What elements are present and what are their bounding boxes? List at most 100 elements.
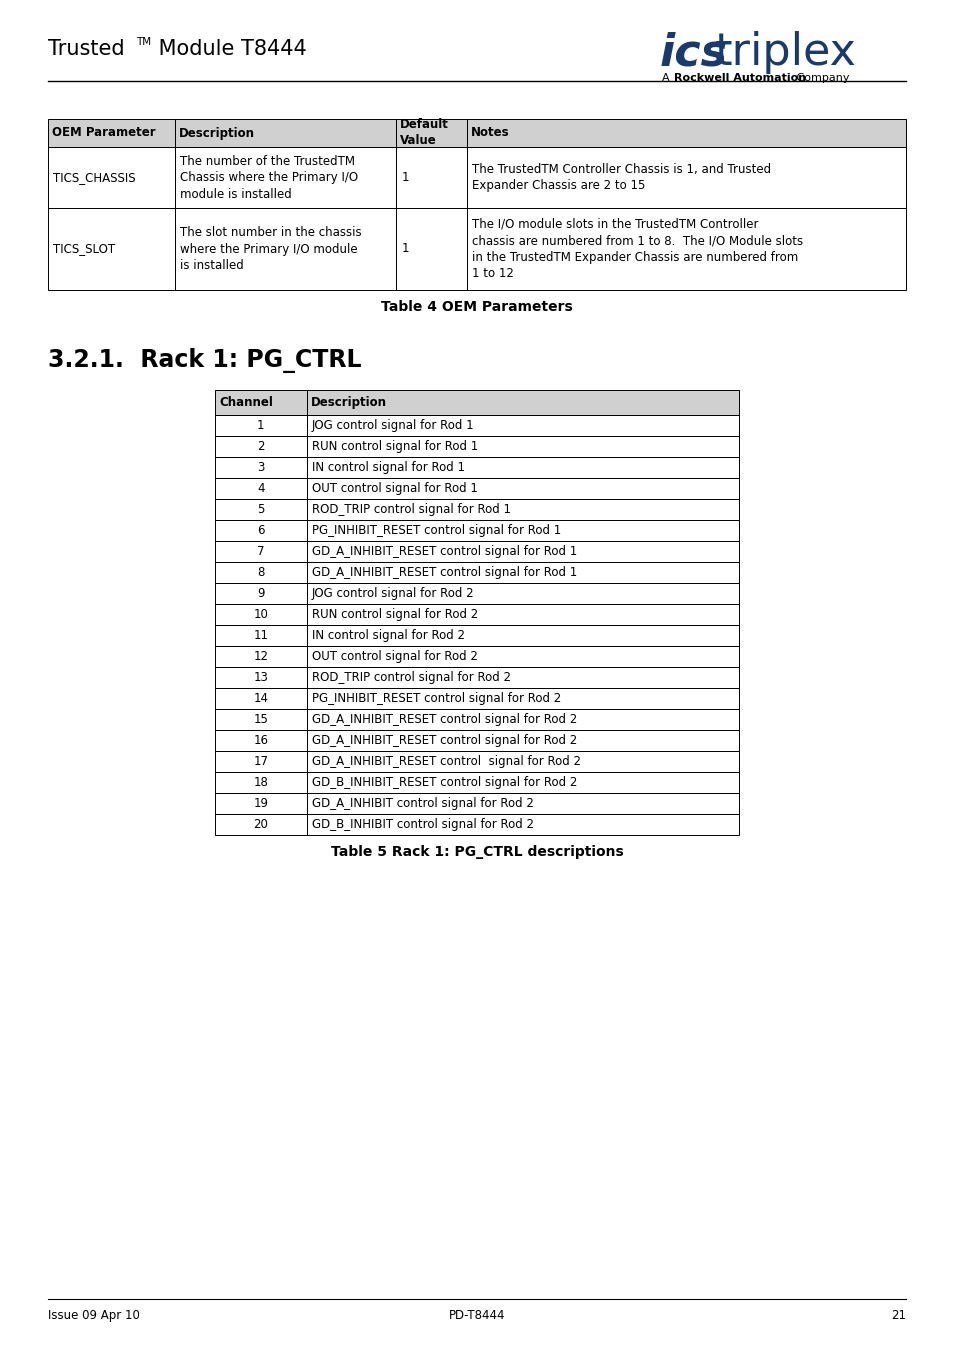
Text: 1: 1 xyxy=(401,242,409,255)
Text: ics: ics xyxy=(659,31,727,74)
Text: ROD_TRIP control signal for Rod 1: ROD_TRIP control signal for Rod 1 xyxy=(312,503,510,516)
Bar xyxy=(306,457,739,478)
Text: 4: 4 xyxy=(256,482,264,494)
Text: The slot number in the chassis
where the Primary I/O module
is installed: The slot number in the chassis where the… xyxy=(180,226,361,272)
Text: GD_B_INHIBIT control signal for Rod 2: GD_B_INHIBIT control signal for Rod 2 xyxy=(312,817,533,831)
Bar xyxy=(214,415,306,436)
Text: Module T8444: Module T8444 xyxy=(152,39,307,59)
Text: 14: 14 xyxy=(253,692,268,705)
Bar xyxy=(48,119,174,147)
Text: Rockwell Automation: Rockwell Automation xyxy=(673,73,805,82)
Bar xyxy=(214,478,306,499)
Text: JOG control signal for Rod 2: JOG control signal for Rod 2 xyxy=(312,586,474,600)
Bar xyxy=(306,646,739,667)
Bar xyxy=(306,730,739,751)
Bar xyxy=(306,813,739,835)
Bar xyxy=(306,415,739,436)
Bar xyxy=(214,667,306,688)
Bar xyxy=(48,147,174,208)
Bar xyxy=(395,119,466,147)
Bar xyxy=(466,208,905,290)
Text: 1: 1 xyxy=(256,419,264,432)
Text: 5: 5 xyxy=(257,503,264,516)
Text: 13: 13 xyxy=(253,671,268,684)
Text: 8: 8 xyxy=(257,566,264,578)
Text: GD_B_INHIBIT_RESET control signal for Rod 2: GD_B_INHIBIT_RESET control signal for Ro… xyxy=(312,775,577,789)
Text: GD_A_INHIBIT_RESET control signal for Rod 1: GD_A_INHIBIT_RESET control signal for Ro… xyxy=(312,544,577,558)
Text: GD_A_INHIBIT_RESET control signal for Rod 1: GD_A_INHIBIT_RESET control signal for Ro… xyxy=(312,566,577,578)
Bar xyxy=(174,208,395,290)
Bar xyxy=(306,562,739,582)
Text: TICS_CHASSIS: TICS_CHASSIS xyxy=(53,172,135,184)
Bar xyxy=(395,208,466,290)
Text: PG_INHIBIT_RESET control signal for Rod 2: PG_INHIBIT_RESET control signal for Rod … xyxy=(312,692,560,705)
Text: 9: 9 xyxy=(256,586,264,600)
Bar xyxy=(214,688,306,709)
Bar xyxy=(214,457,306,478)
Bar xyxy=(306,390,739,415)
Bar xyxy=(214,582,306,604)
Bar xyxy=(466,119,905,147)
Text: GD_A_INHIBIT control signal for Rod 2: GD_A_INHIBIT control signal for Rod 2 xyxy=(312,797,533,809)
Text: 19: 19 xyxy=(253,797,268,809)
Bar xyxy=(306,520,739,540)
Text: GD_A_INHIBIT_RESET control signal for Rod 2: GD_A_INHIBIT_RESET control signal for Ro… xyxy=(312,734,577,747)
Text: 3: 3 xyxy=(257,461,264,474)
Text: 10: 10 xyxy=(253,608,268,621)
Bar xyxy=(306,582,739,604)
Bar xyxy=(214,499,306,520)
Text: RUN control signal for Rod 1: RUN control signal for Rod 1 xyxy=(312,440,477,453)
Text: Channel: Channel xyxy=(219,396,273,409)
Text: PG_INHIBIT_RESET control signal for Rod 1: PG_INHIBIT_RESET control signal for Rod … xyxy=(312,524,560,536)
Text: 3.2.1.  Rack 1: PG_CTRL: 3.2.1. Rack 1: PG_CTRL xyxy=(48,347,361,373)
Bar xyxy=(214,624,306,646)
Text: The I/O module slots in the TrustedTM Controller
chassis are numbered from 1 to : The I/O module slots in the TrustedTM Co… xyxy=(471,218,802,280)
Bar xyxy=(306,667,739,688)
Text: Table 5 Rack 1: PG_CTRL descriptions: Table 5 Rack 1: PG_CTRL descriptions xyxy=(331,844,622,859)
Bar xyxy=(306,688,739,709)
Bar xyxy=(395,147,466,208)
Bar xyxy=(214,813,306,835)
Bar xyxy=(214,793,306,813)
Text: IN control signal for Rod 2: IN control signal for Rod 2 xyxy=(312,628,464,642)
Bar xyxy=(214,646,306,667)
Bar xyxy=(306,771,739,793)
Bar xyxy=(214,751,306,771)
Text: 6: 6 xyxy=(256,524,264,536)
Text: IN control signal for Rod 1: IN control signal for Rod 1 xyxy=(312,461,464,474)
Text: Description: Description xyxy=(311,396,386,409)
Bar xyxy=(214,540,306,562)
Bar xyxy=(48,208,174,290)
Bar xyxy=(214,771,306,793)
Text: Issue 09 Apr 10: Issue 09 Apr 10 xyxy=(48,1309,140,1323)
Bar xyxy=(306,709,739,730)
Text: 7: 7 xyxy=(256,544,264,558)
Text: GD_A_INHIBIT_RESET control  signal for Rod 2: GD_A_INHIBIT_RESET control signal for Ro… xyxy=(312,755,580,767)
Text: 15: 15 xyxy=(253,713,268,725)
Text: OUT control signal for Rod 2: OUT control signal for Rod 2 xyxy=(312,650,477,663)
Text: triplex: triplex xyxy=(714,31,856,74)
Text: PD-T8444: PD-T8444 xyxy=(448,1309,505,1323)
Bar xyxy=(306,604,739,624)
Bar xyxy=(214,520,306,540)
Text: 12: 12 xyxy=(253,650,268,663)
Text: GD_A_INHIBIT_RESET control signal for Rod 2: GD_A_INHIBIT_RESET control signal for Ro… xyxy=(312,713,577,725)
Text: Default
Value: Default Value xyxy=(400,119,449,147)
Bar xyxy=(214,436,306,457)
Bar xyxy=(214,390,306,415)
Bar xyxy=(174,119,395,147)
Text: RUN control signal for Rod 2: RUN control signal for Rod 2 xyxy=(312,608,477,621)
Text: The TrustedTM Controller Chassis is 1, and Trusted
Expander Chassis are 2 to 15: The TrustedTM Controller Chassis is 1, a… xyxy=(471,163,770,192)
Text: 2: 2 xyxy=(256,440,264,453)
Bar xyxy=(214,730,306,751)
Text: 17: 17 xyxy=(253,755,268,767)
Text: Trusted: Trusted xyxy=(48,39,125,59)
Text: OUT control signal for Rod 1: OUT control signal for Rod 1 xyxy=(312,482,477,494)
Text: ROD_TRIP control signal for Rod 2: ROD_TRIP control signal for Rod 2 xyxy=(312,671,510,684)
Text: Table 4 OEM Parameters: Table 4 OEM Parameters xyxy=(381,300,572,313)
Text: Notes: Notes xyxy=(470,127,509,139)
Bar xyxy=(214,604,306,624)
Text: A: A xyxy=(661,73,673,82)
Bar xyxy=(306,793,739,813)
Bar xyxy=(306,436,739,457)
